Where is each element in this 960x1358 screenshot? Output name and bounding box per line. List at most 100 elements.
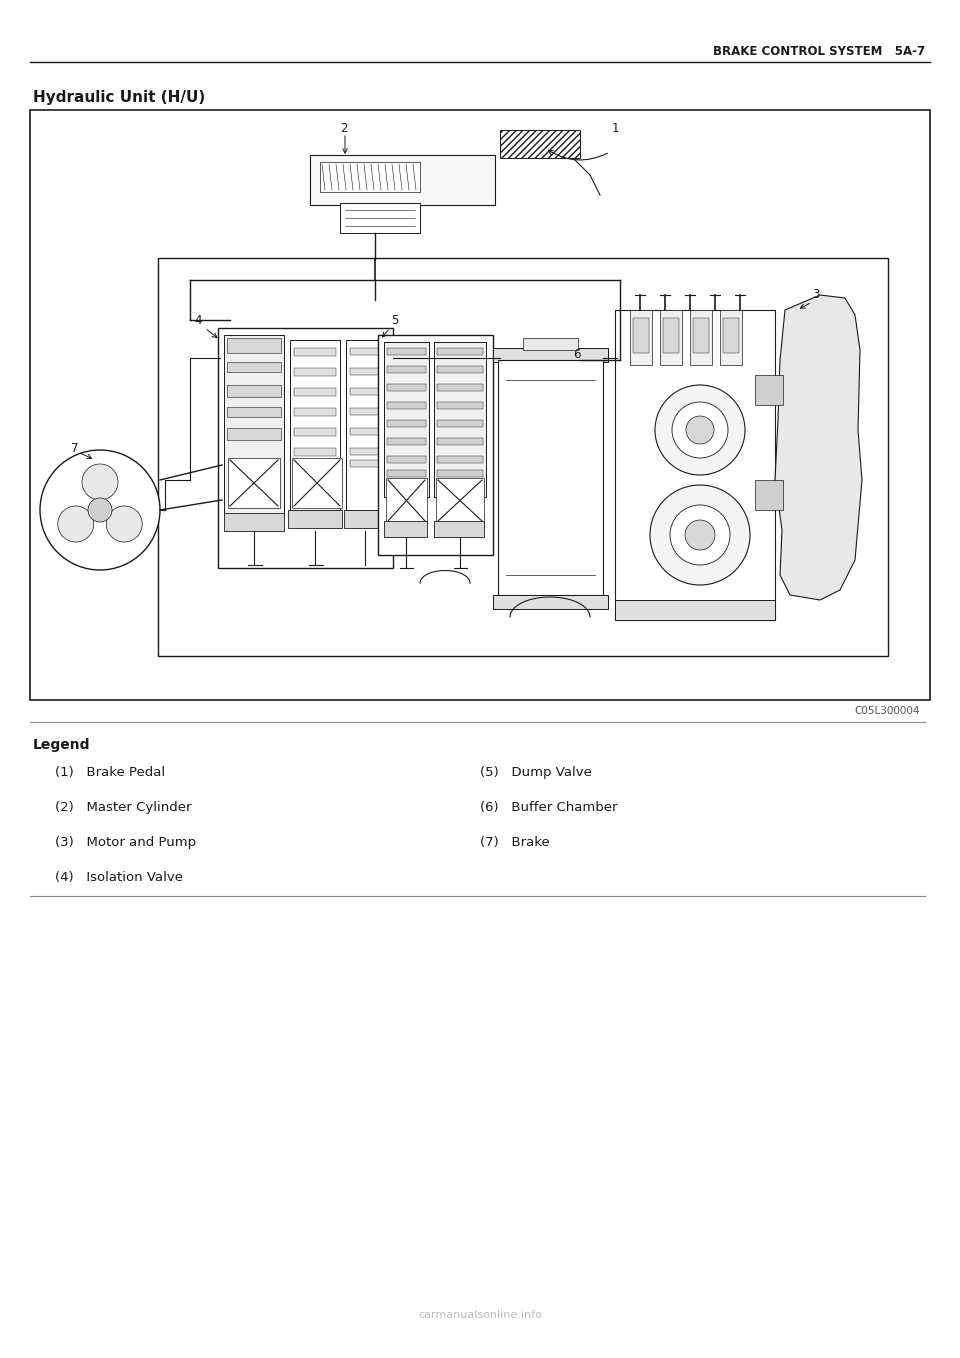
Circle shape	[670, 505, 730, 565]
Bar	[633, 318, 649, 353]
Bar	[292, 458, 342, 508]
Bar	[437, 402, 483, 409]
Text: BRAKE CONTROL SYSTEM   5A-7: BRAKE CONTROL SYSTEM 5A-7	[713, 45, 925, 58]
Bar	[723, 318, 739, 353]
Circle shape	[107, 507, 142, 542]
Bar	[434, 342, 486, 497]
Bar	[630, 310, 652, 365]
Bar	[294, 460, 336, 469]
Bar	[387, 402, 426, 409]
Text: 7: 7	[71, 441, 79, 455]
Bar	[437, 367, 483, 373]
Bar	[294, 448, 336, 456]
Bar	[227, 338, 281, 353]
Bar	[30, 110, 930, 699]
Bar	[437, 348, 483, 354]
Bar	[350, 448, 382, 455]
Text: Hydraulic Unit (H/U): Hydraulic Unit (H/U)	[33, 90, 205, 105]
Bar	[227, 407, 281, 417]
Bar	[290, 340, 340, 511]
Bar	[523, 338, 578, 350]
Text: (7)   Brake: (7) Brake	[480, 837, 550, 849]
Bar	[436, 478, 484, 523]
Bar	[350, 388, 382, 395]
Bar	[493, 595, 608, 608]
Bar	[498, 360, 603, 595]
Bar	[224, 513, 284, 531]
Bar	[294, 368, 336, 376]
Bar	[387, 439, 426, 445]
Bar	[228, 458, 280, 508]
Bar	[755, 375, 783, 405]
Bar	[294, 428, 336, 436]
Bar	[227, 428, 281, 440]
Bar	[224, 335, 284, 515]
Bar	[384, 342, 429, 497]
Bar	[288, 511, 342, 528]
Bar	[720, 310, 742, 365]
Text: Legend: Legend	[33, 737, 90, 752]
Circle shape	[58, 507, 94, 542]
Text: (2)   Master Cylinder: (2) Master Cylinder	[55, 801, 191, 813]
Text: 3: 3	[812, 288, 820, 301]
Bar	[387, 470, 426, 477]
Text: C05L300004: C05L300004	[854, 706, 920, 716]
Bar	[660, 310, 682, 365]
Bar	[493, 348, 608, 363]
Bar	[690, 310, 712, 365]
Bar	[350, 368, 382, 375]
Bar	[218, 329, 393, 568]
Text: 4: 4	[194, 314, 202, 326]
Text: 6: 6	[573, 349, 581, 361]
Bar	[346, 340, 386, 511]
Bar	[387, 367, 426, 373]
Bar	[350, 428, 382, 435]
Bar	[437, 439, 483, 445]
Bar	[350, 348, 382, 354]
Bar	[755, 479, 783, 511]
Bar	[310, 155, 495, 205]
Text: 2: 2	[340, 121, 348, 134]
Circle shape	[650, 485, 750, 585]
Bar	[437, 384, 483, 391]
Bar	[387, 384, 426, 391]
Bar	[500, 130, 580, 158]
Circle shape	[655, 386, 745, 475]
Bar	[437, 456, 483, 463]
Circle shape	[685, 520, 715, 550]
Bar	[387, 456, 426, 463]
Bar	[350, 407, 382, 416]
Circle shape	[40, 449, 160, 570]
Text: (5)   Dump Valve: (5) Dump Valve	[480, 766, 592, 779]
Text: (3)   Motor and Pump: (3) Motor and Pump	[55, 837, 196, 849]
Bar	[294, 388, 336, 397]
Circle shape	[88, 498, 112, 521]
Bar	[615, 310, 775, 621]
Bar	[437, 470, 483, 477]
Bar	[386, 478, 427, 523]
Bar	[344, 511, 386, 528]
Bar	[437, 420, 483, 426]
Text: (4)   Isolation Valve: (4) Isolation Valve	[55, 870, 183, 884]
Polygon shape	[775, 295, 862, 600]
Text: 5: 5	[392, 314, 398, 326]
Bar	[693, 318, 709, 353]
Text: (6)   Buffer Chamber: (6) Buffer Chamber	[480, 801, 617, 813]
Text: (1)   Brake Pedal: (1) Brake Pedal	[55, 766, 165, 779]
Text: 1: 1	[612, 121, 619, 134]
Bar	[384, 521, 427, 536]
Bar	[340, 202, 420, 234]
Bar	[663, 318, 679, 353]
Circle shape	[686, 416, 714, 444]
Bar	[158, 258, 888, 656]
Bar	[387, 420, 426, 426]
Circle shape	[82, 464, 118, 500]
Text: carmanualsonline.info: carmanualsonline.info	[418, 1310, 542, 1320]
Bar	[320, 162, 420, 191]
Bar	[350, 460, 382, 467]
Bar	[615, 600, 775, 621]
Bar	[387, 348, 426, 354]
Bar	[434, 521, 484, 536]
Bar	[378, 335, 493, 555]
Bar	[227, 386, 281, 397]
